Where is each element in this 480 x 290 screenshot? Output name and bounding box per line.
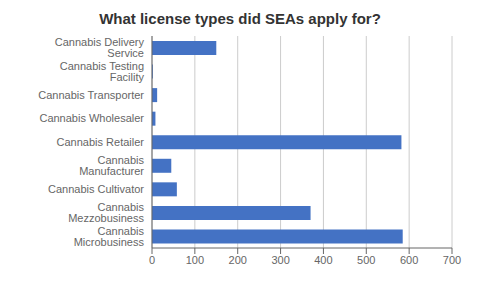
svg-text:600: 600 [400, 254, 418, 266]
svg-text:700: 700 [443, 254, 461, 266]
svg-text:Cannabis Wholesaler: Cannabis Wholesaler [39, 112, 144, 124]
html-text:What license types did SEAs ap: What license types did SEAs apply for? [99, 10, 381, 27]
svg-text:0: 0 [149, 254, 155, 266]
svg-text:CannabisManufacturer: CannabisManufacturer [79, 154, 144, 177]
svg-text:CannabisMezzobusiness: CannabisMezzobusiness [68, 201, 144, 224]
svg-text:Cannabis Cultivator: Cannabis Cultivator [48, 183, 144, 195]
svg-text:500: 500 [357, 254, 375, 266]
svg-text:Cannabis Transporter: Cannabis Transporter [38, 89, 144, 101]
svg-text:400: 400 [314, 254, 332, 266]
svg-text:Cannabis Retailer: Cannabis Retailer [57, 136, 145, 148]
svg-text:CannabisMicrobusiness: CannabisMicrobusiness [74, 225, 145, 248]
svg-text:200: 200 [229, 254, 247, 266]
svg-text:Cannabis TestingFacility: Cannabis TestingFacility [60, 60, 145, 83]
svg-text:100: 100 [186, 254, 204, 266]
svg-text:300: 300 [271, 254, 289, 266]
svg-text:Cannabis DeliveryService: Cannabis DeliveryService [55, 36, 145, 59]
